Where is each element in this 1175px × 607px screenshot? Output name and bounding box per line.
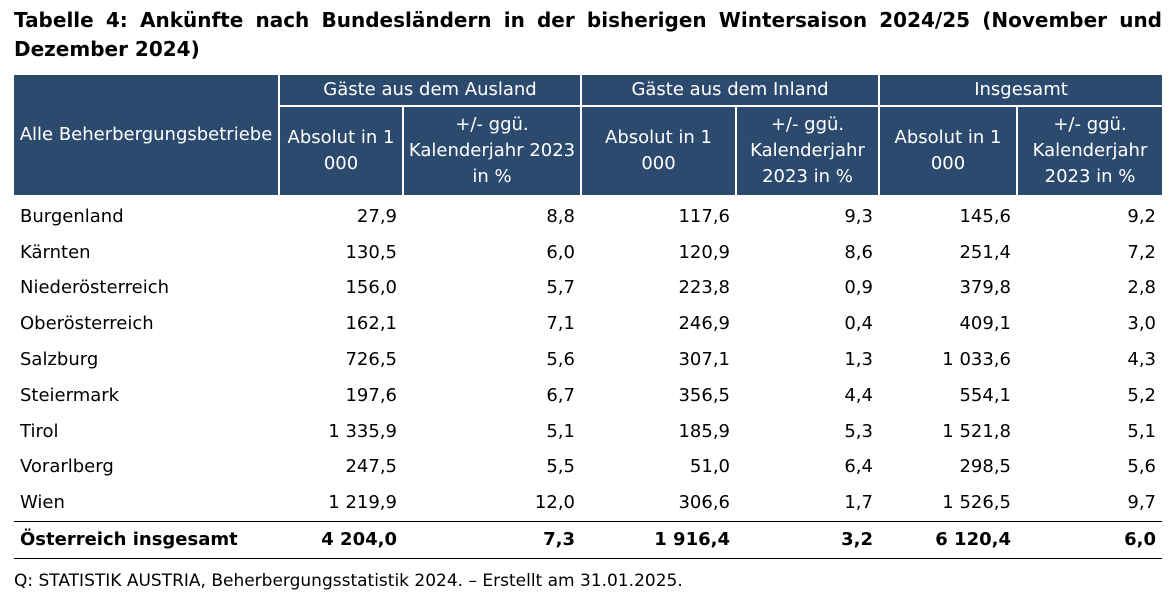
total-value: 1 916,4 — [581, 521, 736, 559]
cell-value: 726,5 — [345, 349, 397, 371]
cell-value: 251,4 — [959, 241, 1011, 263]
total-value: 6,0 — [1017, 521, 1163, 559]
cell-value: 1 219,9 — [328, 492, 397, 514]
cell-value: 246,9 — [678, 313, 730, 335]
total-value: 6 120,4 — [879, 521, 1017, 559]
cell-value: 5,5 — [546, 456, 575, 478]
cell-value: 223,8 — [678, 277, 730, 299]
table-row: Oberösterreich 162,1 7,1 246,9 0,4 409,1… — [14, 306, 1162, 342]
cell-value: 298,5 — [959, 456, 1011, 478]
cell-value: 0,9 — [844, 277, 873, 299]
cell-value: 27,9 — [356, 205, 397, 227]
arrivals-table: Alle Beherbergungsbetriebe Gäste aus dem… — [14, 75, 1163, 559]
cell-value: 7,2 — [1127, 241, 1157, 263]
total-value: 4 204,0 — [279, 521, 403, 559]
cell-value: 120,9 — [678, 241, 730, 263]
total-row: Österreich insgesamt 4 204,0 7,3 1 916,4… — [14, 521, 1163, 559]
table-row: Wien 1 219,9 12,0 306,6 1,7 1 526,5 9,7 — [14, 485, 1162, 521]
total-value: 3,2 — [736, 521, 879, 559]
table-title: Tabelle 4: Ankünfte nach Bundesländern i… — [14, 8, 1162, 61]
cell-value: 5,2 — [1127, 384, 1157, 406]
cell-value: 5,6 — [1127, 456, 1157, 478]
cell-value: 117,6 — [678, 205, 730, 227]
cell-value: 7,1 — [546, 313, 575, 335]
table-row: Salzburg 726,5 5,6 307,1 1,3 1 033,6 4,3 — [14, 342, 1162, 378]
state-name: Niederösterreich — [20, 277, 170, 299]
table-row: Niederösterreich 156,0 5,7 223,8 0,9 379… — [14, 271, 1162, 307]
cell-value: 4,4 — [844, 384, 873, 406]
cell-value: 1,3 — [844, 349, 873, 371]
cell-value: 5,3 — [844, 420, 873, 442]
cell-value: 8,6 — [844, 241, 873, 263]
state-name: Wien — [20, 492, 65, 514]
cell-value: 9,7 — [1127, 492, 1157, 514]
cell-value: 409,1 — [959, 313, 1011, 335]
table-row: Kärnten 130,5 6,0 120,9 8,6 251,4 7,2 — [14, 235, 1162, 271]
cell-value: 185,9 — [678, 420, 730, 442]
state-name: Vorarlberg — [20, 456, 114, 478]
cell-value: 8,8 — [546, 205, 575, 227]
cell-value: 2,8 — [1127, 277, 1157, 299]
cell-value: 1 033,6 — [942, 349, 1011, 371]
cell-value: 145,6 — [959, 205, 1011, 227]
total-label: Österreich insgesamt — [14, 521, 279, 559]
cell-value: 5,7 — [546, 277, 575, 299]
subheader-change: +/- ggü. Kalenderjahr 2023 in % — [403, 106, 582, 197]
cell-value: 5,6 — [546, 349, 575, 371]
table-row: Burgenland 27,9 8,8 117,6 9,3 145,6 9,2 — [14, 196, 1162, 235]
group-header-ausland: Gäste aus dem Ausland — [279, 75, 582, 107]
cell-value: 9,2 — [1127, 205, 1157, 227]
cell-value: 9,3 — [844, 205, 873, 227]
cell-value: 0,4 — [844, 313, 873, 335]
subheader-change: +/- ggü. Kalenderjahr 2023 in % — [736, 106, 880, 197]
table-body: Burgenland 27,9 8,8 117,6 9,3 145,6 9,2 … — [14, 196, 1163, 559]
row-label-header: Alle Beherbergungsbetriebe — [14, 75, 280, 197]
cell-value: 247,5 — [345, 456, 397, 478]
state-name: Kärnten — [20, 241, 91, 263]
state-name: Oberösterreich — [20, 313, 154, 335]
cell-value: 6,7 — [546, 384, 575, 406]
state-name: Tirol — [20, 420, 59, 442]
cell-value: 5,1 — [546, 420, 575, 442]
table-row: Steiermark 197,6 6,7 356,5 4,4 554,1 5,2 — [14, 378, 1162, 414]
subheader-change: +/- ggü. Kalenderjahr 2023 in % — [1017, 106, 1163, 197]
cell-value: 1 521,8 — [942, 420, 1011, 442]
state-name: Salzburg — [20, 349, 99, 371]
table-row: Vorarlberg 247,5 5,5 51,0 6,4 298,5 5,6 — [14, 450, 1162, 486]
cell-value: 356,5 — [678, 384, 730, 406]
source-note: Q: STATISTIK AUSTRIA, Beherbergungsstati… — [14, 571, 683, 591]
state-name: Steiermark — [20, 384, 120, 406]
subheader-absolut: Absolut in 1 000 — [581, 106, 737, 197]
cell-value: 3,0 — [1127, 313, 1157, 335]
cell-value: 1 335,9 — [328, 420, 397, 442]
cell-value: 379,8 — [959, 277, 1011, 299]
cell-value: 156,0 — [345, 277, 397, 299]
cell-value: 130,5 — [345, 241, 397, 263]
total-value: 7,3 — [403, 521, 581, 559]
cell-value: 1 526,5 — [942, 492, 1011, 514]
cell-value: 6,0 — [546, 241, 575, 263]
subheader-absolut: Absolut in 1 000 — [879, 106, 1018, 197]
cell-value: 51,0 — [689, 456, 730, 478]
cell-value: 6,4 — [844, 456, 873, 478]
cell-value: 1,7 — [844, 492, 873, 514]
subheader-absolut: Absolut in 1 000 — [279, 106, 404, 197]
table-row: Tirol 1 335,9 5,1 185,9 5,3 1 521,8 5,1 — [14, 414, 1162, 450]
cell-value: 306,6 — [678, 492, 730, 514]
cell-value: 5,1 — [1127, 420, 1157, 442]
cell-value: 307,1 — [678, 349, 730, 371]
group-header-insgesamt: Insgesamt — [879, 75, 1163, 107]
cell-value: 12,0 — [534, 492, 575, 514]
state-name: Burgenland — [20, 205, 124, 227]
cell-value: 162,1 — [345, 313, 397, 335]
cell-value: 554,1 — [959, 384, 1011, 406]
cell-value: 197,6 — [345, 384, 397, 406]
group-header-inland: Gäste aus dem Inland — [581, 75, 880, 107]
cell-value: 4,3 — [1127, 349, 1157, 371]
